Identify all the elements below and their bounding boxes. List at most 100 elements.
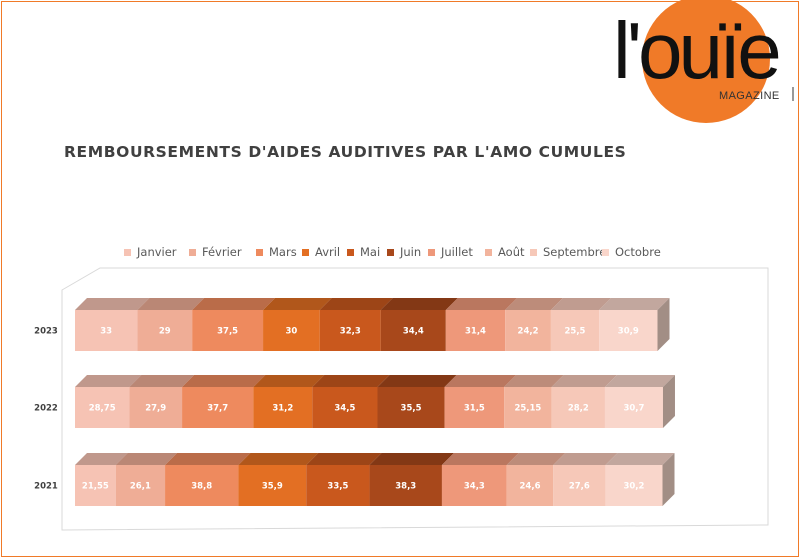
data-label: 30,7 — [623, 404, 644, 414]
legend-label: Juillet — [441, 245, 473, 259]
bar-end-face — [662, 375, 675, 428]
data-label: 27,6 — [569, 482, 590, 492]
legend-label: Avril — [315, 245, 341, 259]
bar-top-face — [263, 298, 332, 310]
bar-top-face — [238, 453, 319, 465]
bar-segment — [506, 465, 554, 506]
category-labels: 2023 2022 2021 — [34, 327, 58, 492]
bar-top-face — [377, 375, 457, 387]
bar-top-face — [380, 298, 458, 310]
data-label: 34,5 — [334, 404, 355, 414]
data-label: 33,5 — [327, 482, 348, 492]
bar-segment — [312, 387, 378, 428]
legend-label: Octobre — [615, 245, 661, 259]
data-label: 38,3 — [395, 482, 416, 492]
legend-label: Mars — [269, 245, 297, 259]
legend-swatch — [530, 248, 537, 256]
bar-top-face — [604, 375, 675, 387]
data-label: 25,5 — [565, 327, 586, 337]
data-label: 30,2 — [623, 482, 644, 492]
data-label: 29 — [159, 327, 171, 337]
data-label: 24,2 — [518, 327, 539, 337]
chart-legend: Janvier Février Mars Avril Mai Juin Juillet Aoû… — [0, 243, 800, 261]
bar-top-face — [605, 453, 675, 465]
data-label: 24,6 — [520, 482, 541, 492]
legend-item: Janvier — [124, 243, 177, 261]
logo-text: l'ouïe — [613, 6, 778, 95]
data-label: 21,55 — [82, 482, 109, 492]
bar-top-face — [445, 298, 518, 310]
data-label: 31,5 — [464, 404, 485, 414]
legend-item: Avril — [302, 243, 340, 261]
data-label: 25,15 — [514, 404, 541, 414]
data-label: 35,9 — [262, 482, 283, 492]
bar-top-face — [506, 453, 566, 465]
bar-segment — [306, 465, 370, 506]
bar-top-face — [441, 453, 519, 465]
legend-label: Janvier — [137, 245, 177, 259]
bar-segment — [253, 387, 313, 428]
bar-segment — [192, 310, 264, 351]
bar-segment — [129, 387, 183, 428]
bar-top-face — [75, 453, 128, 465]
bar-top-face — [115, 453, 178, 465]
bar-top-face — [551, 375, 617, 387]
bar-top-face — [253, 375, 325, 387]
bar-segment — [165, 465, 239, 506]
data-label: 28,2 — [568, 404, 589, 414]
legend-item: Juin — [387, 243, 421, 261]
legend-item: Octobre — [602, 243, 661, 261]
logo-circle — [642, 0, 770, 123]
bar-top-face — [129, 375, 195, 387]
legend-swatch — [428, 248, 435, 256]
chart-title: REMBOURSEMENTS D'AIDES AUDITIVES PAR L'A… — [64, 143, 627, 161]
bar-end-face — [657, 298, 670, 351]
bar-top-face — [504, 375, 564, 387]
bar-top-face — [553, 453, 618, 465]
bar-segment — [504, 387, 552, 428]
bar-segment — [604, 387, 663, 428]
brand-logo: l'ouïe MAGAZINE — [613, 0, 794, 123]
bar-segment — [137, 310, 193, 351]
legend-swatch — [256, 248, 263, 256]
bar-top-face — [319, 298, 393, 310]
legend-label: Février — [202, 245, 242, 259]
data-label: 32,3 — [340, 327, 361, 337]
bar-segment — [377, 387, 445, 428]
bar-segment — [505, 310, 551, 351]
data-label: 27,9 — [145, 404, 166, 414]
bar-segment — [599, 310, 658, 351]
bar-end-face — [662, 453, 675, 506]
data-label: 28,75 — [89, 404, 116, 414]
bar-top-face — [312, 375, 390, 387]
bar-segment — [369, 465, 442, 506]
legend-item: Mars — [256, 243, 297, 261]
bar-segment — [551, 387, 605, 428]
bar-segment — [238, 465, 307, 506]
data-label: 26,1 — [130, 482, 151, 492]
data-label: 31,2 — [272, 404, 293, 414]
bar-segment — [75, 387, 130, 428]
category-label: 2021 — [34, 482, 58, 492]
logo-subtitle: MAGAZINE — [719, 90, 780, 102]
data-label: 34,3 — [464, 482, 485, 492]
data-label: 31,4 — [465, 327, 486, 337]
chart-bars: 33 29 37,5 30 32,3 34,4 31,4 24,2 25,5 30,9 28,75 2… — [75, 298, 675, 506]
bar-top-face — [165, 453, 251, 465]
data-label: 37,7 — [207, 404, 228, 414]
bar-segment — [75, 465, 116, 506]
legend-item: Mai — [347, 243, 380, 261]
legend-item: Septembre — [530, 243, 606, 261]
legend-label: Mai — [360, 245, 381, 259]
bar-top-face — [137, 298, 205, 310]
bar-segment — [75, 310, 138, 351]
bar-segment — [380, 310, 446, 351]
bar-top-face — [306, 453, 382, 465]
data-label: 33 — [100, 327, 112, 337]
legend-swatch — [302, 248, 309, 256]
bar-segment — [319, 310, 381, 351]
bar-top-face — [505, 298, 563, 310]
legend-swatch — [387, 248, 394, 256]
